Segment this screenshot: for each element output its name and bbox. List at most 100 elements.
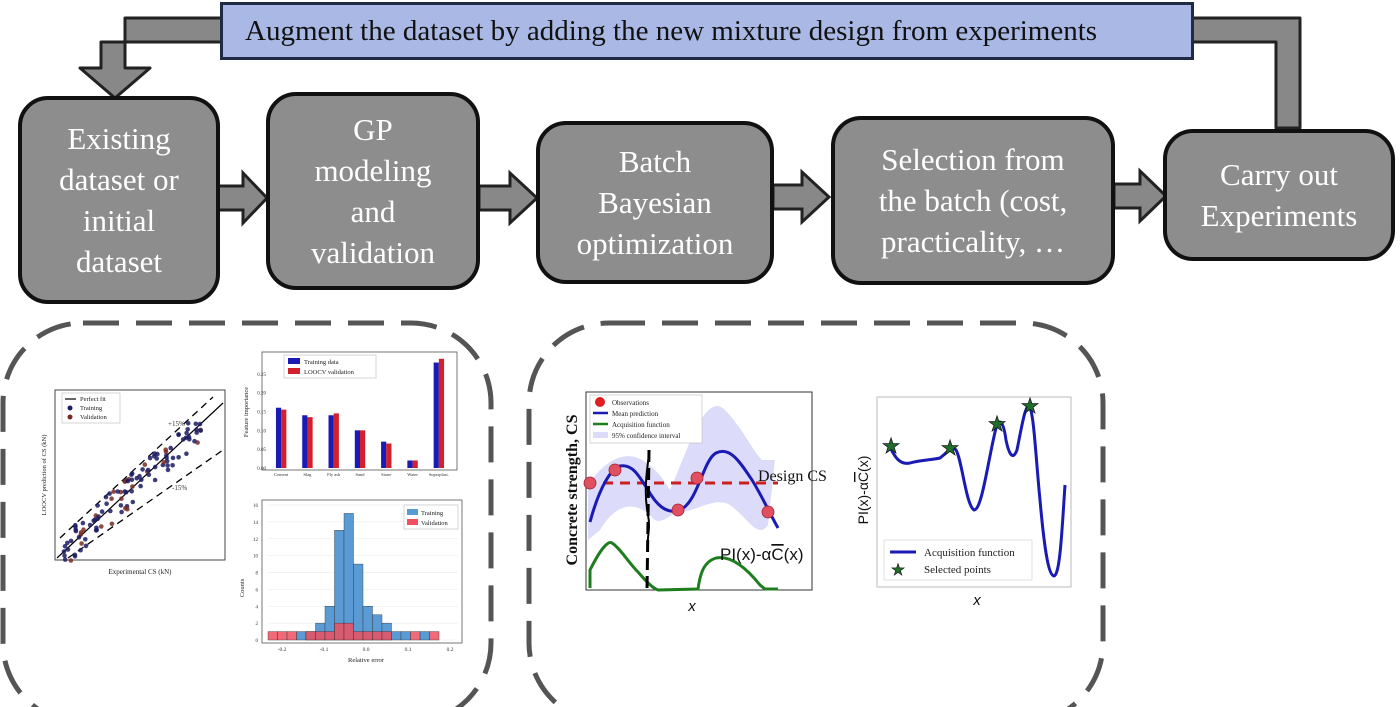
scatter-point	[130, 499, 136, 505]
bar-mark	[381, 441, 387, 468]
hist-y-ticks: 16 14 12 10 8 6 4 2 0	[253, 504, 259, 644]
scatter-point	[96, 514, 101, 519]
gp-xlabel: x	[687, 598, 696, 615]
posterior-sketch	[644, 454, 650, 551]
acq-curve-symbol: C	[771, 545, 783, 564]
scatter-point	[145, 467, 151, 473]
scatter-point	[134, 475, 140, 481]
bar-mark	[328, 415, 334, 468]
arrow-4-5	[1112, 167, 1169, 225]
scatter-point	[76, 535, 82, 540]
bar-mark	[412, 460, 418, 468]
upper-band-line	[59, 396, 214, 539]
step-existing-dataset: Existing dataset or initial dataset	[18, 96, 220, 304]
bar-marks	[275, 358, 445, 468]
scatter-point	[119, 509, 124, 515]
gp-ylabel: Concrete strength, CS	[564, 414, 581, 565]
scatter-point	[147, 455, 153, 461]
hist-ytick: 6	[256, 588, 259, 593]
scatter-point	[81, 527, 86, 532]
scatter-point	[163, 449, 169, 455]
scatter-point	[78, 547, 83, 553]
band-lower-label: -15%	[172, 484, 187, 492]
bar-category-label: Stone	[381, 472, 391, 477]
acq-xlabel: x	[972, 592, 981, 609]
hist-xtick: -0.1	[320, 647, 329, 653]
step-selection: Selection from the batch (cost, practica…	[831, 116, 1115, 285]
hist-mark	[429, 631, 440, 641]
bar-category-label: Fly ash	[327, 472, 341, 477]
legend-validation: Validation	[80, 414, 107, 421]
hist-mark	[372, 631, 383, 641]
scatter-point	[99, 509, 105, 514]
acq-legend-box	[883, 539, 1033, 581]
arrow-2-3	[477, 169, 540, 227]
bar-mark	[433, 362, 439, 468]
acq-curve-label: PI(x)-αC(x)	[720, 545, 803, 564]
selected-point-star: ★	[988, 412, 1007, 436]
bar-legend-training: Training data	[304, 359, 339, 366]
gp-legend-observations: Observations	[612, 399, 649, 407]
bar-y-ticks: 0.25 0.20 0.15 0.10 0.05 0.00	[257, 373, 266, 472]
scatter-point	[176, 432, 181, 438]
bar-ytick: 0.10	[257, 429, 266, 434]
hist-mark	[334, 622, 345, 641]
observation-point	[583, 476, 597, 490]
acq-ylabel: PI(x)-αC(x)	[855, 456, 871, 525]
scatter-point	[61, 549, 67, 554]
hist-ytick: 14	[253, 521, 259, 526]
hist-legend-training: Training	[421, 510, 444, 517]
panel-right-border	[526, 320, 1106, 707]
hist-mark	[343, 622, 354, 641]
hist-mark	[267, 631, 278, 641]
hist-mark	[410, 631, 421, 641]
hist-ytick: 10	[253, 555, 259, 560]
scatter-point	[122, 489, 127, 494]
error-histogram: 16 14 12 10 8 6 4 2 0 -0.2 -0.1 0.0 0.1 0.2 Training…	[239, 499, 463, 664]
scatter-point	[108, 508, 113, 514]
scatter-point	[155, 451, 160, 457]
augment-banner: Augment the dataset by adding the new mi…	[220, 2, 1194, 60]
scatter-point	[79, 541, 84, 546]
bar-mark	[354, 430, 360, 468]
scatter-point	[180, 437, 186, 442]
scatter-plot: +15% -15% Perfect fit Training Validatio…	[41, 389, 226, 576]
hist-mark	[277, 631, 288, 641]
scatter-point	[104, 501, 109, 506]
acq-ylabel-symbol: C	[855, 472, 871, 482]
scatter-point	[62, 553, 67, 558]
bar-ylabel: Feature importance	[243, 387, 250, 437]
scatter-point	[187, 436, 192, 442]
observation-point	[671, 503, 685, 517]
lower-band-line	[67, 449, 224, 559]
scatter-point	[139, 477, 144, 483]
bar-mark	[407, 460, 413, 468]
scatter-point	[161, 460, 167, 465]
bar-ytick: 0.15	[257, 411, 266, 416]
hist-legend-training-swatch	[407, 509, 418, 515]
hist-mark	[315, 631, 326, 641]
scatter-point	[184, 430, 189, 436]
hist-xtick: -0.2	[278, 647, 287, 653]
scatter-point	[99, 524, 104, 529]
scatter-point	[194, 430, 199, 435]
acquisition-plot: ★ ★ ★ ★ Acquisition function ★ Selected poi…	[855, 394, 1072, 609]
hist-xtick: 0.0	[363, 647, 370, 653]
scatter-point	[107, 491, 112, 496]
bar-legend-loocv: LOOCV validation	[304, 369, 355, 376]
gp-legend-obs-swatch	[595, 397, 605, 407]
scatter-point	[142, 462, 148, 467]
scatter-point	[103, 494, 109, 500]
bar-legend-box	[283, 354, 377, 379]
arrow-1-2	[216, 169, 270, 227]
band-upper-label: +15%	[168, 420, 185, 428]
scatter-point	[95, 503, 100, 508]
observation-point	[690, 471, 704, 485]
gp-legend-box	[589, 394, 703, 444]
panel-left-border	[0, 320, 494, 707]
panel-right: Observations Mean prediction Acquisition…	[526, 320, 1106, 707]
acq-legend-star: ★	[891, 562, 905, 579]
feature-bar-chart: 0.25 0.20 0.15 0.10 0.05 0.00 Cement Slag Fly a…	[243, 351, 458, 477]
hist-mark	[353, 631, 364, 641]
hist-ytick: 0	[256, 639, 259, 644]
